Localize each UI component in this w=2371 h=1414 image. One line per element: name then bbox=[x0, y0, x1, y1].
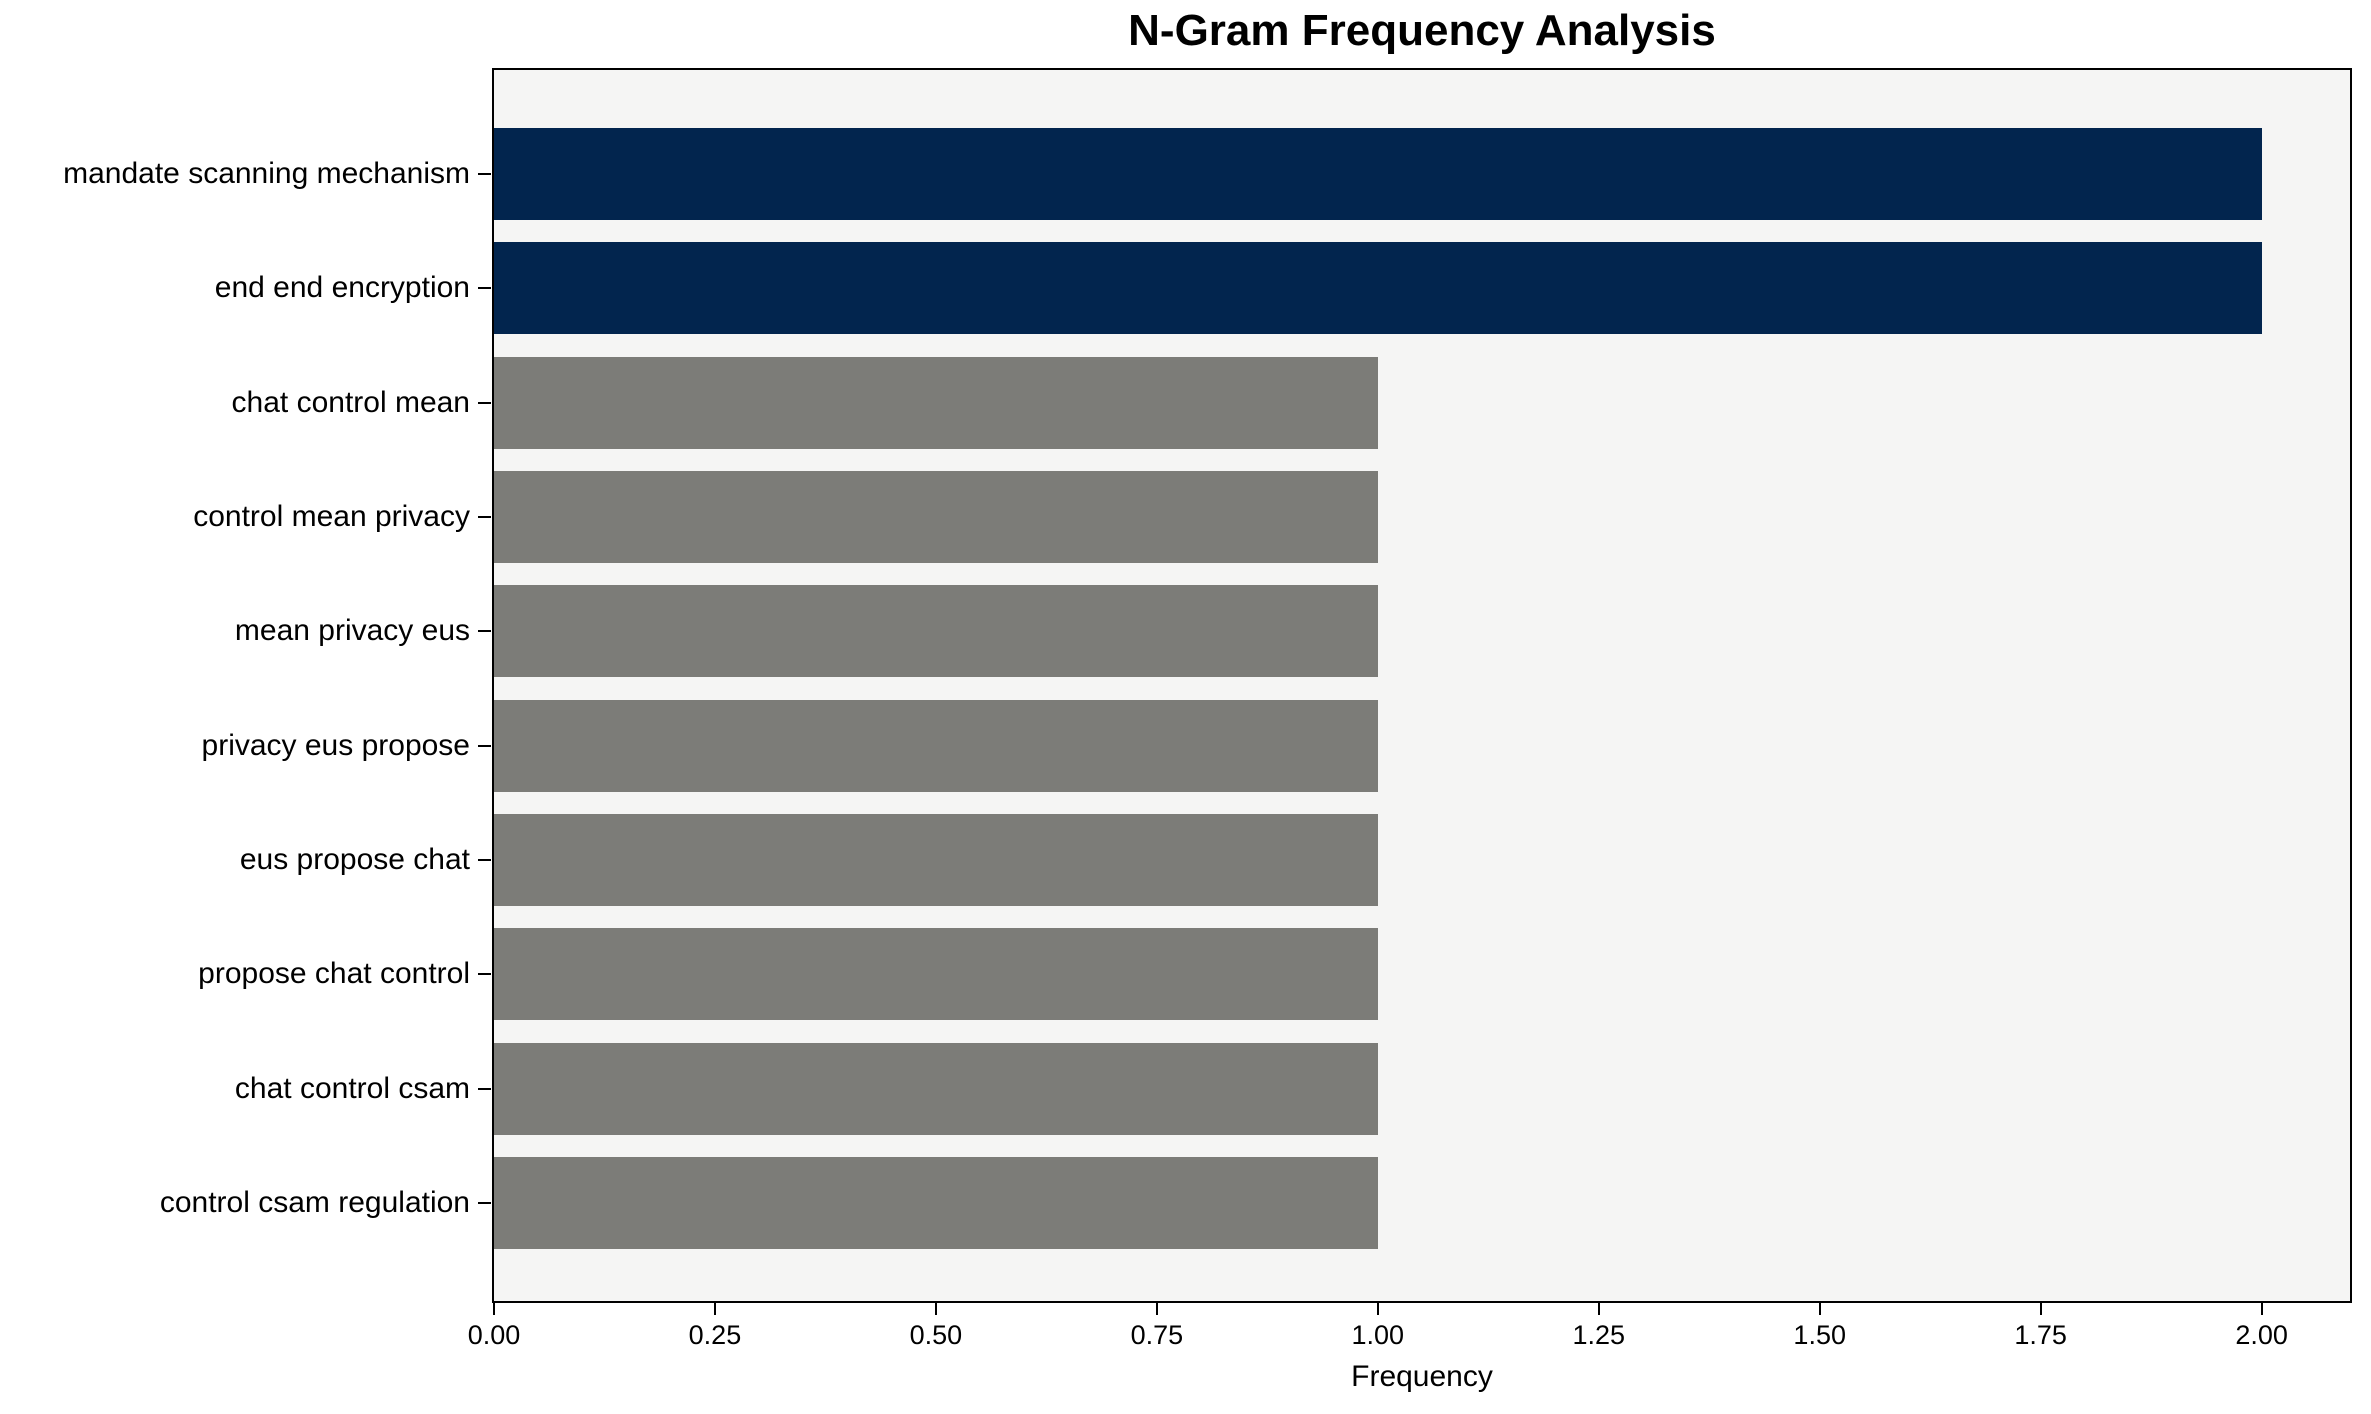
y-tick-label: eus propose chat bbox=[239, 843, 470, 877]
x-tick-label: 0.00 bbox=[467, 1320, 521, 1350]
y-tick-label: control csam regulation bbox=[159, 1186, 470, 1220]
bar bbox=[494, 1042, 1378, 1135]
x-tick-mark bbox=[934, 1303, 937, 1315]
y-tick-mark bbox=[478, 287, 491, 290]
x-axis-title: Frequency bbox=[1351, 1360, 1493, 1393]
x-tick-label: 2.00 bbox=[2235, 1320, 2288, 1350]
x-tick-mark bbox=[493, 1303, 495, 1315]
x-tick-label: 1.50 bbox=[1793, 1320, 1846, 1350]
plot-area bbox=[492, 68, 2352, 1303]
chart-title: N-Gram Frequency Analysis bbox=[1128, 6, 1716, 55]
bar bbox=[494, 1157, 1378, 1250]
x-tick-label: 1.00 bbox=[1351, 1320, 1405, 1350]
y-tick-label: mean privacy eus bbox=[234, 614, 470, 648]
x-tick-mark bbox=[1597, 1303, 1600, 1315]
x-tick-mark bbox=[713, 1303, 716, 1315]
bar bbox=[494, 585, 1378, 678]
x-tick-label: 0.75 bbox=[1130, 1320, 1184, 1350]
y-tick-mark bbox=[478, 1202, 491, 1205]
y-tick-mark bbox=[478, 173, 491, 175]
y-tick-label: propose chat control bbox=[198, 957, 470, 991]
y-tick-mark bbox=[478, 744, 491, 747]
x-tick-mark bbox=[1818, 1303, 1821, 1315]
bar bbox=[494, 128, 2262, 220]
bar bbox=[494, 928, 1378, 1021]
y-tick-mark bbox=[478, 1087, 491, 1090]
x-tick-mark bbox=[1376, 1303, 1379, 1315]
bar bbox=[494, 356, 1378, 449]
y-tick-label: end end encryption bbox=[214, 271, 470, 305]
bar bbox=[494, 242, 2262, 335]
y-tick-mark bbox=[478, 401, 491, 404]
y-tick-label: privacy eus propose bbox=[201, 728, 470, 762]
y-tick-label: control mean privacy bbox=[193, 500, 470, 534]
y-tick-mark bbox=[478, 973, 491, 976]
bar bbox=[494, 814, 1378, 907]
x-tick-label: 0.25 bbox=[688, 1320, 742, 1350]
bar bbox=[494, 471, 1378, 564]
bar bbox=[494, 699, 1378, 792]
y-tick-mark bbox=[478, 630, 491, 633]
y-tick-mark bbox=[478, 516, 491, 519]
y-tick-label: chat control csam bbox=[234, 1071, 470, 1105]
y-tick-label: mandate scanning mechanism bbox=[63, 157, 470, 190]
x-tick-mark bbox=[1155, 1303, 1158, 1315]
x-tick-mark bbox=[2260, 1303, 2263, 1315]
y-tick-mark bbox=[478, 859, 491, 862]
x-tick-label: 1.75 bbox=[2014, 1320, 2067, 1350]
x-tick-label: 1.25 bbox=[1572, 1320, 1626, 1350]
y-tick-label: chat control mean bbox=[231, 385, 470, 419]
x-tick-label: 0.50 bbox=[909, 1320, 963, 1350]
plot-inner bbox=[494, 70, 2350, 1301]
x-tick-mark bbox=[2039, 1303, 2042, 1315]
